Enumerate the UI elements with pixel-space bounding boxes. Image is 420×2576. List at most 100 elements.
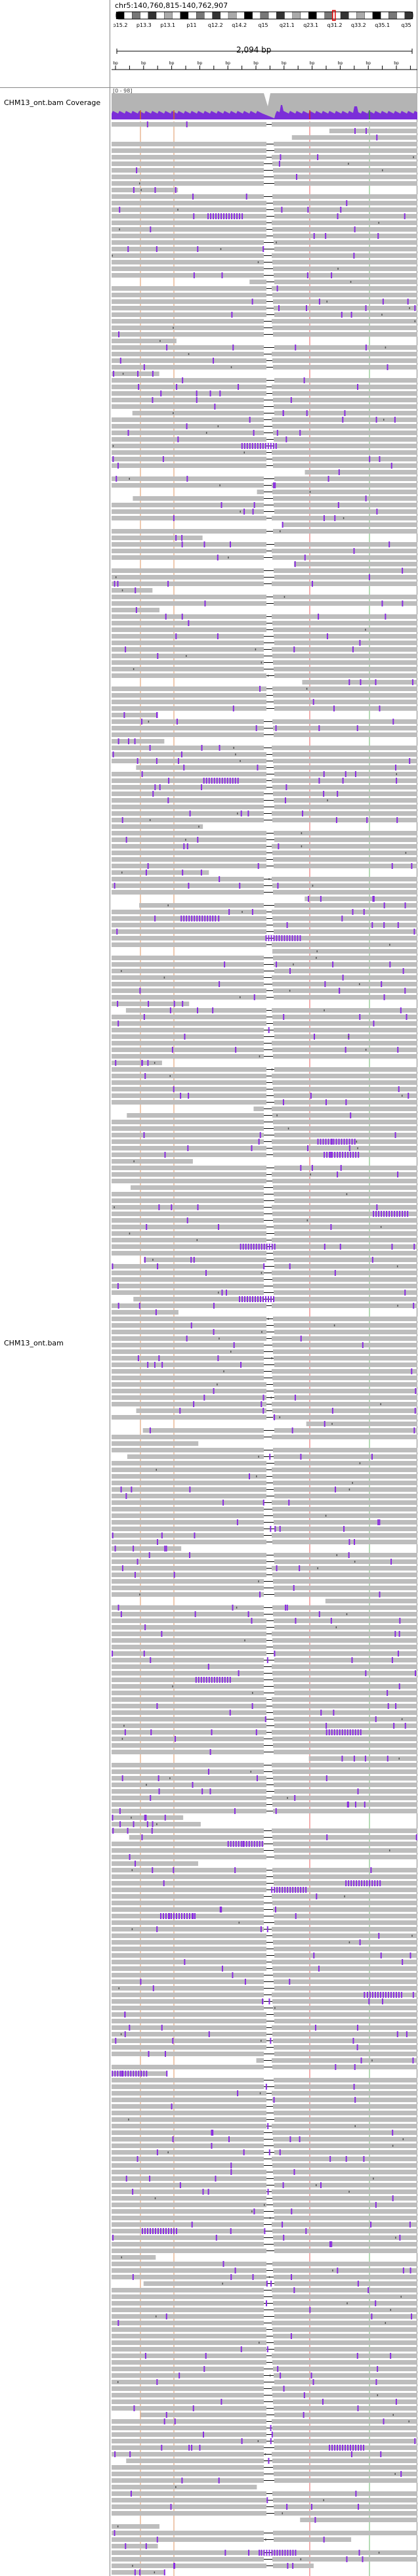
read (274, 805, 417, 809)
insertion-marker (220, 213, 222, 219)
insertion-marker (337, 1172, 339, 1177)
read (272, 2130, 417, 2135)
read (112, 1776, 266, 1781)
ideogram-band-label: q12.2 (208, 22, 223, 28)
mismatch-dot (117, 2381, 119, 2383)
read (112, 2334, 266, 2338)
insertion-marker (358, 2550, 360, 2556)
insertion-marker (339, 1729, 341, 1735)
chromosome-ideogram[interactable]: p15.2 p13.3 p13.1 p11 q12.2 q14.2 q15 q21.1 q23.… (114, 10, 417, 30)
insertion-marker (372, 896, 374, 902)
insertion-marker (413, 1303, 415, 1309)
insertion-marker (255, 725, 257, 731)
read (272, 1343, 417, 1347)
read (112, 2354, 266, 2358)
insertion-marker (134, 1572, 136, 1578)
read (291, 135, 417, 140)
read (112, 759, 266, 763)
mismatch-dot (238, 1922, 240, 1924)
read (112, 2150, 264, 2155)
read (112, 1618, 266, 1623)
read (126, 2459, 264, 2463)
insertion-marker (165, 614, 167, 620)
insertion-marker (144, 2353, 146, 2359)
read (112, 982, 264, 986)
mismatch-dot (357, 1147, 358, 1149)
alignment-track-name[interactable]: CHM13_ont.bam (4, 1339, 64, 1347)
ideogram-band (180, 11, 189, 20)
insertion-marker (119, 358, 121, 364)
insertion-marker (368, 2287, 369, 2293)
read (112, 1592, 264, 1597)
insertion-marker (219, 1907, 221, 1912)
insertion-marker (254, 443, 256, 449)
read (136, 765, 266, 770)
insertion-marker (354, 2097, 356, 2103)
mismatch-dot (131, 1869, 133, 1871)
mismatch-dot (122, 373, 124, 375)
mismatch-dot (259, 2092, 261, 2094)
insertion-marker (359, 1014, 361, 1020)
insertion-marker (259, 1132, 261, 1138)
ruler[interactable]: bp bp bp bp bp bp bp bp bp bp bp (112, 32, 417, 84)
read (272, 2459, 417, 2463)
read (112, 2564, 266, 2568)
insertion-marker (342, 1152, 344, 1158)
insertion-marker (146, 121, 148, 127)
insertion-marker (263, 1244, 265, 1250)
read (249, 280, 266, 284)
insertion-marker (267, 1296, 269, 1302)
insertion-marker (121, 817, 123, 823)
read (112, 1487, 266, 1492)
insertion-marker (161, 2025, 163, 2031)
insertion-marker (352, 1152, 354, 1158)
read (273, 2235, 417, 2240)
insertion-marker (175, 1913, 177, 1919)
insertion-marker (355, 2491, 357, 2497)
insertion-marker (194, 916, 196, 921)
insertion-marker (343, 1526, 345, 1532)
insertion-marker (302, 811, 304, 816)
read (112, 2472, 264, 2476)
insertion-marker (300, 1165, 302, 1171)
coverage-track[interactable] (112, 92, 417, 121)
read (272, 358, 417, 363)
insertion-marker (299, 2136, 301, 2142)
insertion-marker (282, 2182, 284, 2188)
read (112, 1435, 264, 1439)
insertion-marker (219, 876, 220, 882)
insertion-marker (130, 2491, 132, 2497)
read (272, 2419, 417, 2424)
insertion-marker (258, 1139, 260, 1145)
mismatch-dot (167, 2151, 169, 2153)
read (112, 2038, 266, 2043)
mismatch-dot (223, 1370, 224, 1372)
read (273, 463, 417, 468)
read (112, 1527, 264, 1531)
alignment-track[interactable] (112, 121, 417, 2576)
read (112, 883, 264, 888)
read (112, 1074, 266, 1078)
insertion-marker (266, 2346, 268, 2352)
read (274, 936, 417, 940)
read (112, 890, 264, 895)
insertion-marker (173, 1001, 175, 1007)
coverage-track-name[interactable]: CHM13_ont.bam Coverage (4, 98, 101, 107)
insertion-marker (234, 1867, 236, 1873)
read (112, 1796, 266, 1800)
read (274, 2176, 417, 2181)
ideogram-band-label: q33.2 (351, 22, 366, 28)
read (274, 345, 417, 350)
read (274, 575, 417, 580)
read (273, 2367, 417, 2371)
insertion-marker (379, 1519, 381, 1525)
read (112, 2098, 266, 2102)
read (112, 2399, 264, 2404)
insertion-marker (375, 417, 377, 423)
mismatch-dot (343, 517, 345, 519)
insertion-marker (152, 1867, 154, 1873)
read (112, 1198, 264, 1203)
read (273, 2531, 417, 2535)
read (272, 2065, 417, 2069)
read (112, 719, 264, 724)
